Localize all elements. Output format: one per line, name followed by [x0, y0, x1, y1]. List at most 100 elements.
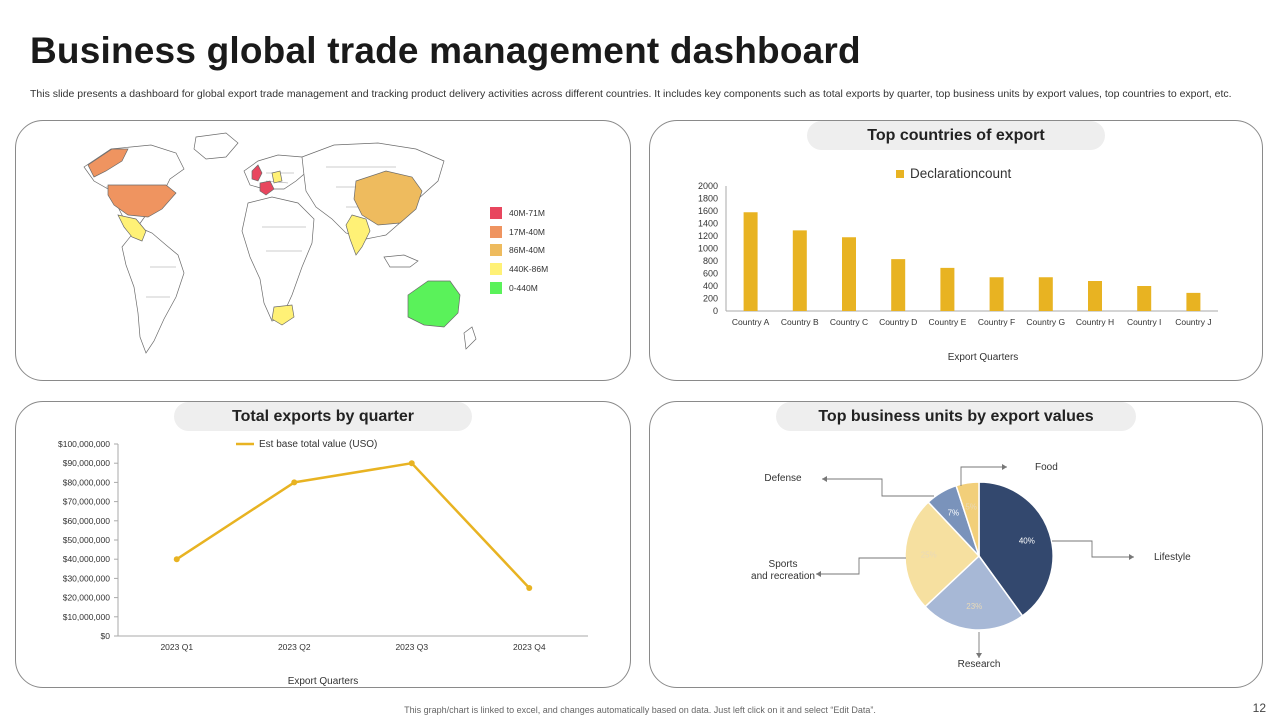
x-tick-label: 2023 Q1: [160, 642, 193, 652]
bar: [842, 237, 856, 311]
bar: [792, 230, 807, 311]
series-line: [176, 461, 531, 589]
map-legend-item: 440K-86M: [490, 263, 548, 275]
y-tick-label: $60,000,000: [63, 516, 111, 526]
legend-label: Declarationcount: [910, 166, 1012, 181]
map-legend-item: 86M-40M: [490, 244, 545, 256]
map-china-region: [353, 170, 423, 226]
data-point: [173, 556, 180, 563]
data-point: [408, 460, 415, 467]
callout-arrow: [816, 571, 821, 577]
slice-value-label: 25%: [921, 550, 937, 559]
y-tick-label: $40,000,000: [63, 554, 111, 564]
legend-swatch: [896, 170, 904, 178]
y-tick-label: 200: [703, 294, 718, 304]
x-tick-label: Country J: [1175, 317, 1211, 327]
bar: [1186, 292, 1201, 311]
x-tick-label: Country G: [1026, 317, 1065, 327]
x-tick-label: 2023 Q2: [278, 642, 311, 652]
slice-category-label: Defense: [764, 473, 802, 484]
map-greenland: [193, 132, 239, 160]
callout-arrow: [1129, 554, 1134, 560]
x-tick-label: Country B: [781, 317, 819, 327]
bar: [891, 259, 906, 311]
chart-title-quarter: Total exports by quarter: [174, 402, 472, 431]
page-description: This slide presents a dashboard for glob…: [30, 88, 1232, 100]
pie-slice: [924, 554, 1024, 631]
y-tick-label: 600: [703, 269, 718, 279]
slice-category-label: and recreation: [751, 571, 815, 582]
y-tick-label: $0: [101, 631, 111, 641]
legend-swatch: [490, 282, 502, 294]
legend-label: 86M-40M: [509, 245, 545, 255]
pie-slice: [978, 481, 1054, 617]
callout-line: [816, 557, 906, 575]
y-tick-label: 1200: [698, 231, 718, 241]
slice-value-label: 7%: [948, 509, 960, 518]
y-tick-label: 1600: [698, 206, 718, 216]
y-tick-label: $20,000,000: [63, 593, 111, 603]
exports-by-quarter-panel: Total exports by quarter $0 $10,000,000 $2…: [15, 401, 631, 688]
bar: [940, 267, 955, 311]
map-africa: [241, 196, 315, 322]
world-map-panel: 40M-71M 17M-40M 86M-40M 440K-86M 0-440M: [15, 120, 631, 381]
bar: [1088, 281, 1102, 311]
slice-category-label: Food: [1035, 462, 1058, 473]
legend-swatch: [490, 263, 502, 275]
slice-value-label: 40%: [1019, 536, 1035, 545]
x-tick-label: 2023 Q4: [513, 642, 546, 652]
line-chart: $0 $10,000,000 $20,000,000 $30,000,000 $40,0…: [58, 439, 588, 687]
chart-title-countries: Top countries of export: [807, 121, 1105, 150]
y-tick-label: 2000: [698, 181, 718, 191]
chart-title-units: Top business units by export values: [776, 402, 1136, 431]
legend-label: 40M-71M: [509, 208, 545, 218]
y-tick-label: $80,000,000: [63, 477, 111, 487]
map-new-zealand: [463, 326, 477, 350]
x-tick-label: Country I: [1127, 317, 1162, 327]
callout-line: [960, 466, 1007, 486]
x-tick-label: Country C: [830, 317, 868, 327]
slice-value-label: 5%: [965, 502, 977, 511]
bar-chart: 0 200 400 600 800 1000 1200 1400 1600 1800 2000 Cou…: [698, 166, 1218, 363]
pie-slice: [904, 501, 981, 608]
legend-label: 17M-40M: [509, 227, 545, 237]
map-canada-region: [87, 148, 129, 178]
y-tick-label: $100,000,000: [58, 439, 110, 449]
callout-arrow: [1002, 464, 1007, 470]
callout-arrow: [822, 476, 827, 482]
y-tick-label: 800: [703, 256, 718, 266]
y-tick-label: 400: [703, 281, 718, 291]
map-germany-region: [271, 170, 283, 184]
x-tick-label: Country H: [1076, 317, 1114, 327]
page-number: 12: [1252, 701, 1266, 715]
y-tick-label: 1000: [698, 244, 718, 254]
top-countries-panel: Top countries of export 0 200 400 600 800 100…: [649, 120, 1263, 381]
map-legend-item: 17M-40M: [490, 226, 545, 238]
legend-swatch: [490, 244, 502, 256]
y-tick-label: $30,000,000: [63, 573, 111, 583]
slice-category-label: Research: [958, 659, 1001, 670]
map-south-america: [121, 226, 185, 354]
x-axis-title: Export Quarters: [948, 352, 1019, 363]
map-legend-item: 40M-71M: [490, 207, 545, 219]
map-south-africa-region: [271, 304, 295, 326]
map-india-region: [345, 214, 371, 256]
footer-note: This graph/chart is linked to excel, and…: [404, 705, 876, 715]
page-title: Business global trade management dashboa…: [30, 30, 861, 71]
slice-category-label: Sports: [769, 559, 798, 570]
legend-label: 440K-86M: [509, 264, 549, 274]
map-legend-item: 0-440M: [490, 282, 538, 294]
legend-swatch: [490, 226, 502, 238]
bar: [989, 277, 1004, 311]
pie-chart: 40% 23% 25% 7% 5% Lifestyle Research Sportsand …: [751, 462, 1191, 670]
map-usa-region: [107, 184, 177, 218]
x-tick-label: Country E: [929, 317, 967, 327]
legend-label: 0-440M: [509, 283, 538, 293]
callout-line: [822, 478, 934, 497]
legend-swatch: [490, 207, 502, 219]
y-tick-label: $50,000,000: [63, 535, 111, 545]
slice-value-label: 23%: [966, 602, 982, 611]
legend-label: Est base total value (USO): [259, 439, 377, 450]
x-axis-title: Export Quarters: [288, 676, 359, 687]
x-tick-label: Country D: [879, 317, 917, 327]
